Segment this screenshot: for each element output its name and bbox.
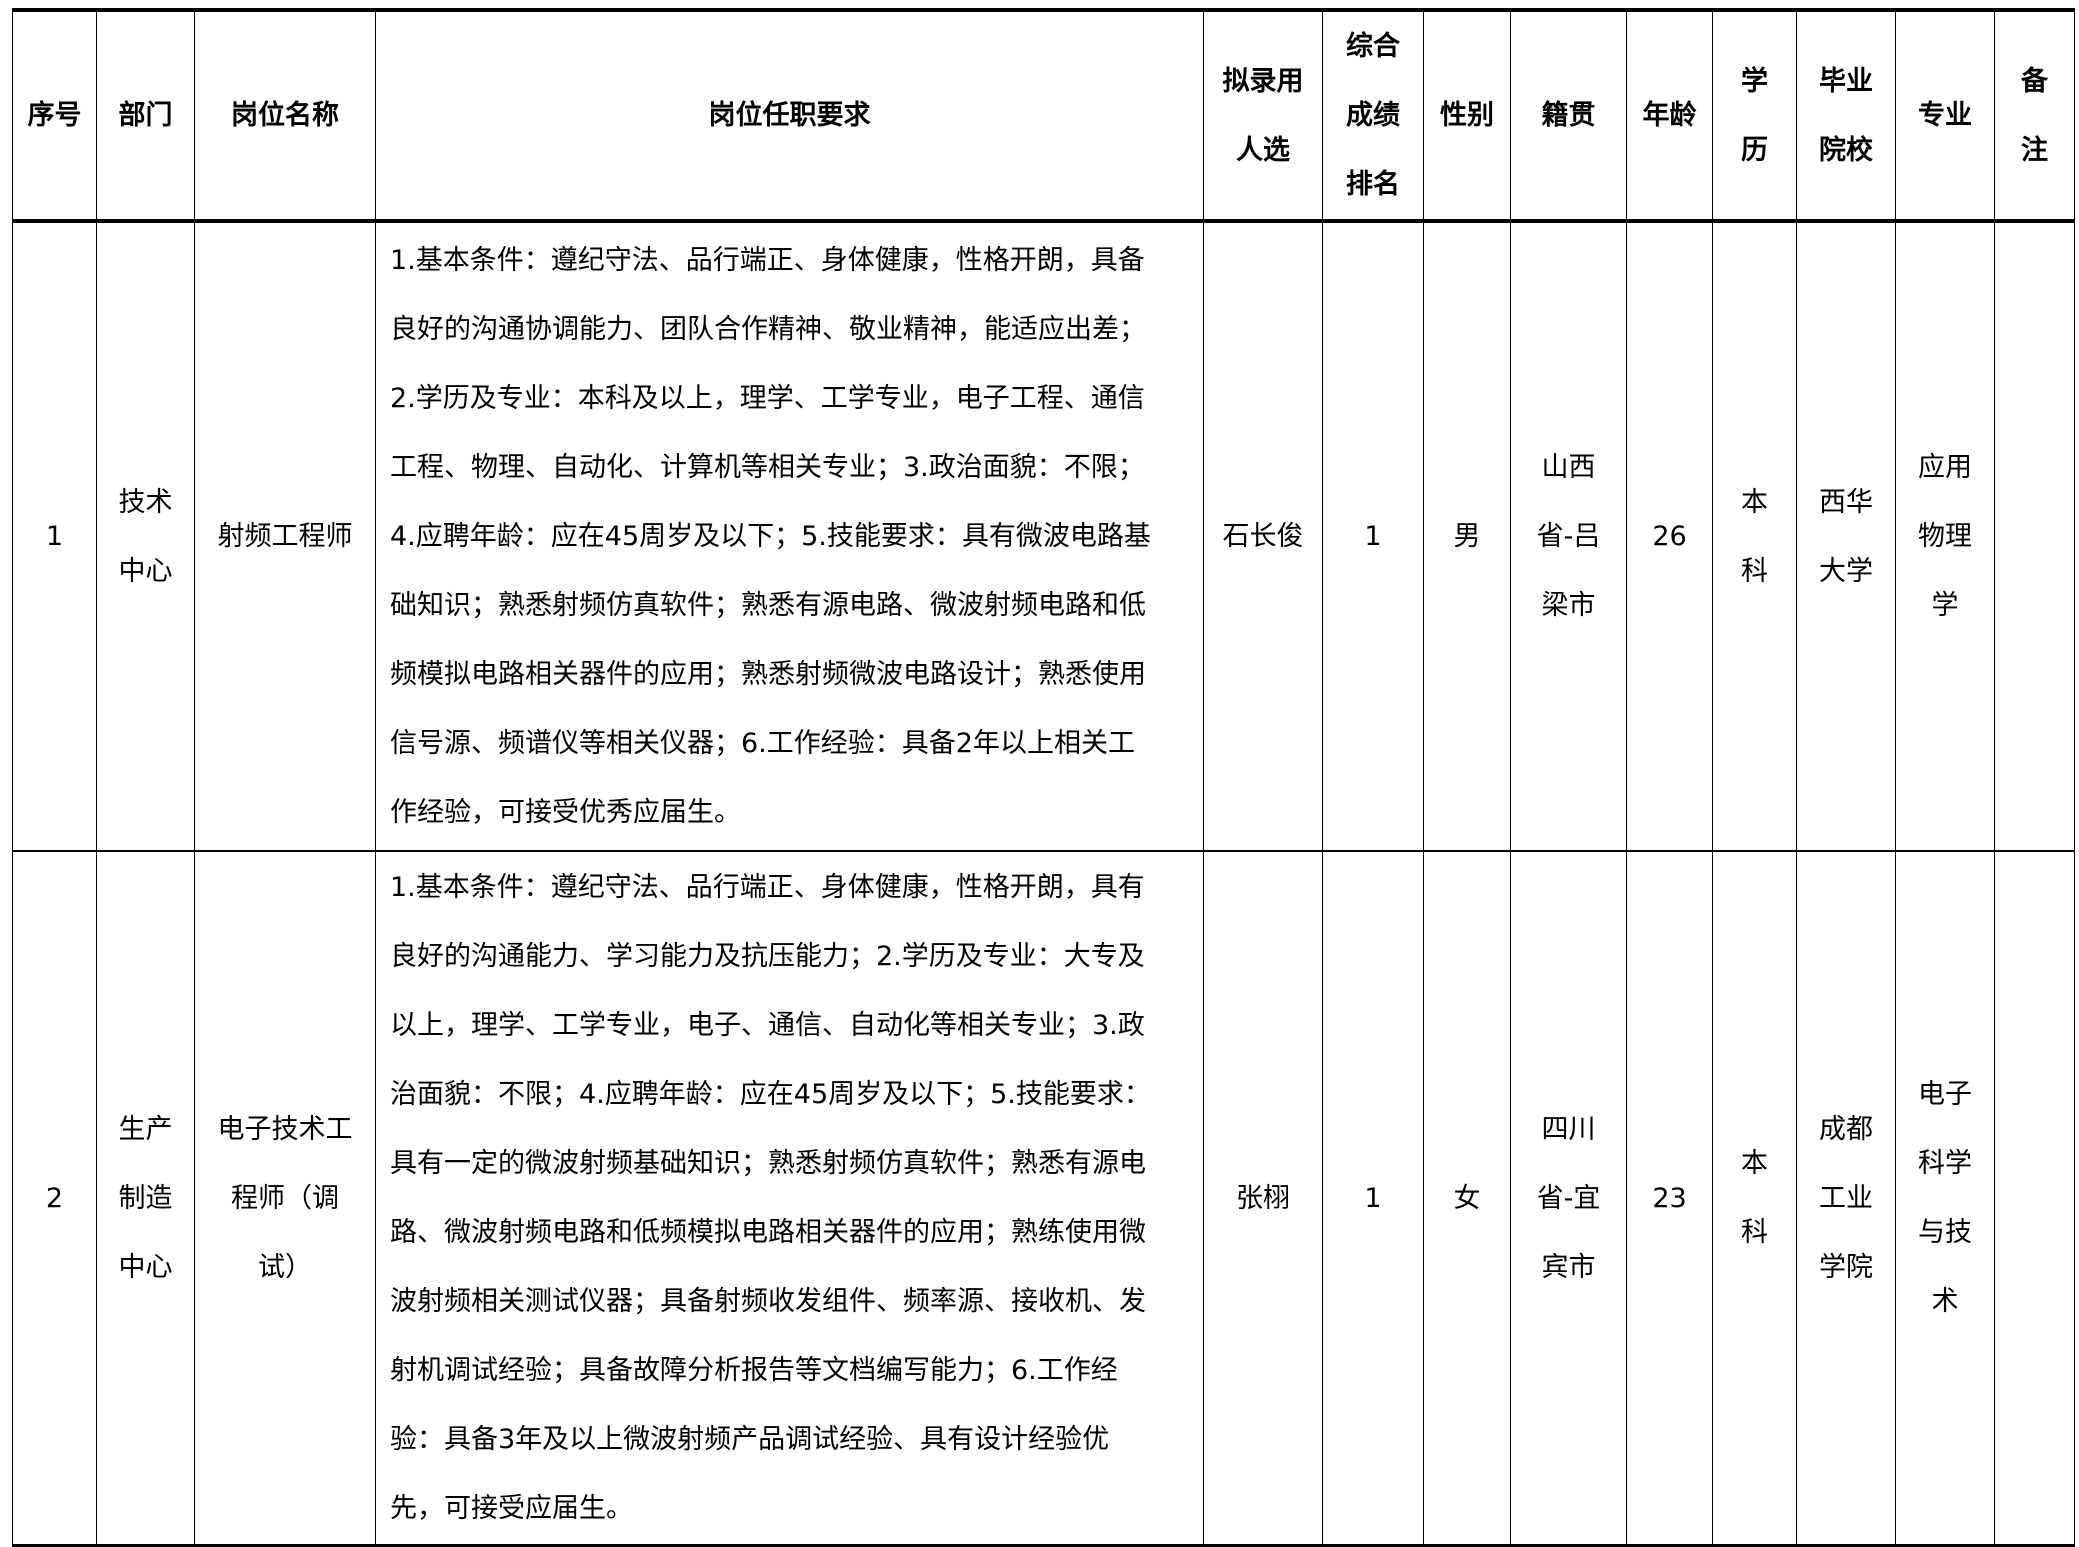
cell-major: 应用 物理 学	[1895, 221, 1995, 852]
cell-age: 23	[1626, 851, 1713, 1547]
cell-dept: 技术 中心	[96, 221, 195, 852]
cell-education: 本 科	[1712, 851, 1797, 1547]
header-dept: 部门	[96, 8, 195, 223]
cell-rank: 1	[1322, 221, 1424, 852]
cell-school: 成都 工业 学院	[1796, 851, 1896, 1547]
cell-origin: 山西 省-吕 梁市	[1510, 221, 1627, 852]
header-major: 专业	[1895, 8, 1995, 223]
cell-gender: 男	[1423, 221, 1511, 852]
header-no: 序号	[12, 8, 97, 223]
cell-rank: 1	[1322, 851, 1424, 1547]
cell-no: 1	[12, 221, 97, 852]
cell-remark	[1994, 221, 2075, 852]
header-row: 序号 部门 岗位名称 岗位任职要求 拟录用 人选 综合 成绩 排名 性别 籍贯 …	[12, 8, 2075, 223]
cell-requirements: 1.基本条件：遵纪守法、品行端正、身体健康，性格开朗，具备 良好的沟通协调能力、…	[375, 221, 1204, 852]
header-remark: 备 注	[1994, 8, 2075, 223]
cell-gender: 女	[1423, 851, 1511, 1547]
cell-major: 电子 科学 与技 术	[1895, 851, 1995, 1547]
table-row: 1 技术 中心 射频工程师 1.基本条件：遵纪守法、品行端正、身体健康，性格开朗…	[12, 221, 2075, 852]
header-position: 岗位名称	[194, 8, 376, 223]
header-candidate: 拟录用 人选	[1203, 8, 1323, 223]
cell-education: 本 科	[1712, 221, 1797, 852]
header-requirements: 岗位任职要求	[375, 8, 1204, 223]
cell-school: 西华 大学	[1796, 221, 1896, 852]
header-school: 毕业 院校	[1796, 8, 1896, 223]
cell-requirements: 1.基本条件：遵纪守法、品行端正、身体健康，性格开朗，具有 良好的沟通能力、学习…	[375, 851, 1204, 1547]
cell-origin: 四川 省-宜 宾市	[1510, 851, 1627, 1547]
cell-candidate: 张栩	[1203, 851, 1323, 1547]
cell-age: 26	[1626, 221, 1713, 852]
cell-remark	[1994, 851, 2075, 1547]
header-gender: 性别	[1423, 8, 1511, 223]
cell-candidate: 石长俊	[1203, 221, 1323, 852]
header-origin: 籍贯	[1510, 8, 1627, 223]
header-education: 学 历	[1712, 8, 1797, 223]
cell-dept: 生产 制造 中心	[96, 851, 195, 1547]
cell-position: 电子技术工 程师（调 试）	[194, 851, 376, 1547]
cell-no: 2	[12, 851, 97, 1547]
cell-position: 射频工程师	[194, 221, 376, 852]
table-row: 2 生产 制造 中心 电子技术工 程师（调 试） 1.基本条件：遵纪守法、品行端…	[12, 851, 2075, 1547]
recruitment-table: 序号 部门 岗位名称 岗位任职要求 拟录用 人选 综合 成绩 排名 性别 籍贯 …	[12, 8, 2075, 1547]
header-rank: 综合 成绩 排名	[1322, 8, 1424, 223]
header-age: 年龄	[1626, 8, 1713, 223]
